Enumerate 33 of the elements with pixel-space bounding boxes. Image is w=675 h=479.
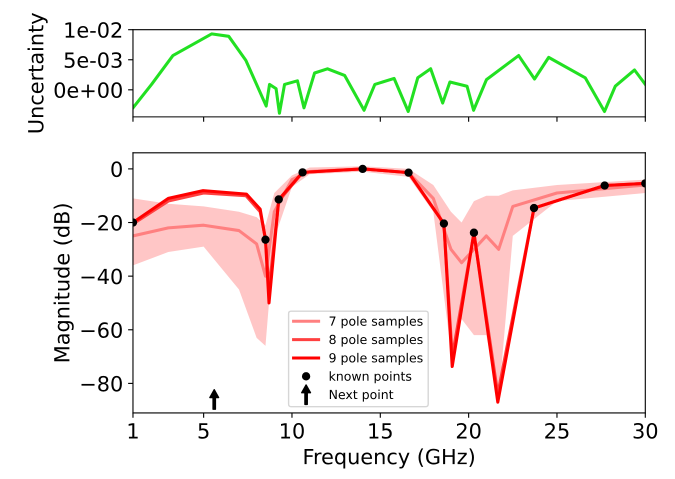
y-tick-label: 1e-02 bbox=[65, 22, 122, 38]
legend-label: Next point bbox=[330, 390, 394, 402]
point bbox=[530, 204, 538, 212]
x-tick-label: 15 bbox=[369, 423, 392, 439]
point bbox=[358, 164, 367, 174]
legend-label: 9 pole samples bbox=[329, 352, 423, 365]
x-tick-label: 1 bbox=[128, 423, 138, 438]
y-tick-label: 0 bbox=[111, 161, 122, 178]
y-axis-title: Magnitude (dB) bbox=[54, 204, 74, 362]
legend-label: 7 pole samples bbox=[330, 316, 423, 328]
y-axis-title: Uncertainty bbox=[27, 13, 48, 132]
x-tick-label: 10 bbox=[281, 422, 304, 439]
point bbox=[404, 168, 413, 177]
x-tick-label: 25 bbox=[545, 422, 568, 439]
legend-label: 8 pole samples bbox=[329, 334, 423, 347]
y-tick-label: −20 bbox=[81, 214, 122, 231]
point bbox=[261, 236, 270, 244]
y-tick-label: 5e-03 bbox=[64, 52, 122, 68]
point bbox=[440, 219, 448, 228]
x-tick-label: 5 bbox=[198, 423, 208, 439]
point bbox=[600, 181, 609, 190]
point bbox=[298, 168, 307, 177]
x-tick-label: 30 bbox=[634, 422, 658, 439]
point bbox=[470, 228, 478, 237]
point bbox=[274, 195, 283, 204]
x-tick-label: 20 bbox=[456, 422, 481, 439]
x-axis-title: Frequency (GHz) bbox=[304, 448, 474, 468]
line-series bbox=[132, 32, 646, 115]
y-tick-label: −40 bbox=[81, 268, 122, 284]
legend-label: known points bbox=[330, 371, 412, 384]
y-tick-label: −60 bbox=[81, 322, 122, 338]
y-tick-label: −80 bbox=[81, 376, 122, 392]
y-tick-label: 0e+00 bbox=[54, 82, 122, 98]
